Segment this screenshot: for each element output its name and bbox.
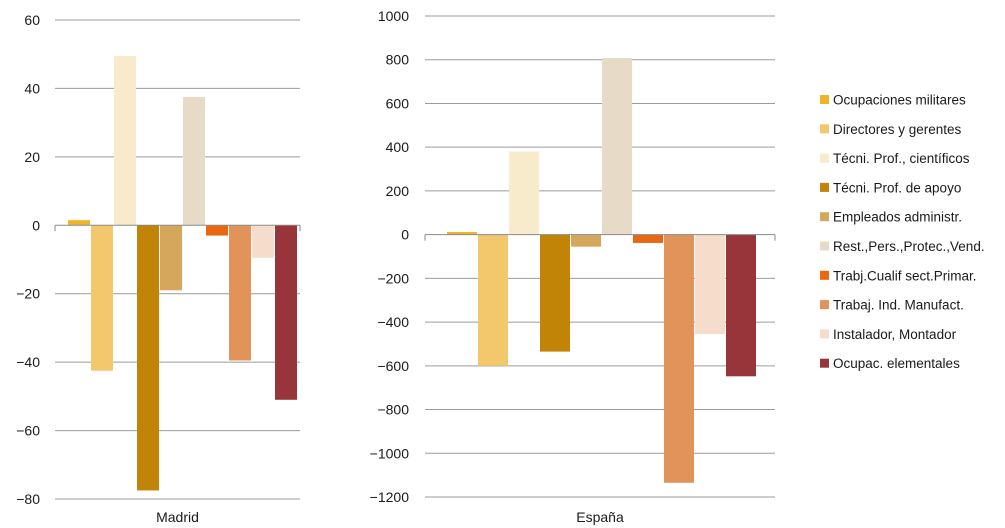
- y-tick-label: −800: [377, 402, 409, 418]
- bar-espana-8: [695, 234, 725, 335]
- bar-madrid-3: [137, 225, 159, 491]
- legend: Ocupaciones militares Directores y gerent…: [820, 93, 985, 371]
- y-tick-label: −600: [377, 358, 409, 374]
- legend-label: Instalador, Montador: [833, 327, 957, 342]
- y-tick-label: −1000: [370, 445, 410, 461]
- y-tick-label: 0: [401, 227, 409, 243]
- chart-madrid: 60 40 20 0 −20 −40 −60 −80 Madrid: [16, 12, 301, 525]
- bar-madrid-9: [275, 225, 297, 400]
- y-tick-label: −200: [377, 270, 409, 286]
- legend-swatch: [820, 358, 829, 368]
- y-tick-label: 0: [32, 217, 40, 233]
- bar-espana-3: [540, 234, 570, 352]
- y-tick-label: 800: [386, 52, 410, 68]
- bar-madrid-1: [91, 225, 113, 371]
- bar-espana-9: [726, 234, 756, 377]
- legend-swatch: [820, 241, 829, 251]
- legend-swatch: [820, 95, 829, 104]
- y-tick-label: −40: [16, 354, 40, 370]
- bar-espana-4: [571, 234, 601, 247]
- legend-swatch: [820, 153, 829, 163]
- y-tick-label: 1000: [378, 8, 409, 24]
- bar-espana-2: [509, 151, 539, 235]
- bar-espana-1: [478, 234, 508, 366]
- y-tick-label: 600: [386, 95, 410, 111]
- legend-label: Técni. Prof., científicos: [833, 151, 970, 166]
- bar-madrid-4: [160, 225, 182, 291]
- legend-swatch: [820, 124, 829, 134]
- category-label: Madrid: [156, 509, 199, 525]
- legend-label: Ocupac. elementales: [833, 356, 960, 371]
- legend-label: Técni. Prof. de apoyo: [833, 180, 961, 195]
- legend-swatch: [820, 300, 829, 310]
- y-tick-label: 400: [386, 139, 410, 155]
- y-tick-label: 60: [24, 12, 40, 28]
- bar-espana-0: [447, 232, 477, 235]
- y-tick-label: −400: [377, 314, 409, 330]
- legend-label: Ocupaciones militares: [833, 93, 966, 108]
- legend-label: Directores y gerentes: [833, 122, 962, 137]
- bar-madrid-2: [114, 55, 136, 226]
- y-tick-label: −1200: [370, 489, 410, 505]
- bar-espana-7: [664, 234, 694, 483]
- bar-madrid-7: [229, 225, 251, 361]
- bar-madrid-6: [206, 225, 228, 236]
- bar-madrid-8: [252, 225, 274, 258]
- y-tick-label: 40: [24, 80, 40, 96]
- bar-madrid-0: [68, 220, 90, 226]
- legend-label: Rest.,Pers.,Protec.,Vend.: [833, 239, 985, 254]
- bar-madrid-5: [183, 96, 205, 226]
- legend-label: Empleados administr.: [833, 210, 962, 225]
- y-tick-label: 20: [24, 149, 40, 165]
- legend-label: Trabj.Cualif sect.Primar.: [833, 268, 977, 283]
- bar-espana-5: [602, 57, 632, 235]
- legend-swatch: [820, 270, 829, 280]
- chart-espana: 1000 800 600 400 200 0 −200 −400 −600 −800 −1000 −1…: [370, 8, 776, 525]
- legend-swatch: [820, 329, 829, 339]
- y-tick-label: −20: [16, 286, 40, 302]
- y-tick-label: 200: [386, 183, 410, 199]
- y-tick-label: −80: [16, 491, 40, 507]
- y-tick-label: −60: [16, 423, 40, 439]
- category-label: España: [576, 509, 624, 525]
- legend-label: Trabaj. Ind. Manufact.: [833, 298, 964, 313]
- legend-swatch: [820, 212, 829, 222]
- bar-espana-6: [633, 234, 663, 243]
- legend-swatch: [820, 182, 829, 192]
